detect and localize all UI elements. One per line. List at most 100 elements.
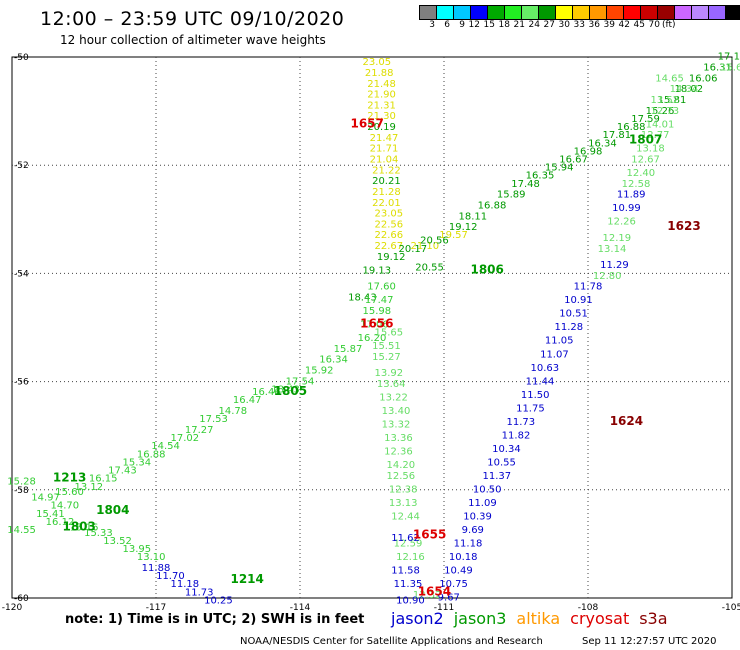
wave-height-value: 14.97	[31, 493, 60, 504]
wave-height-value: 12.40	[626, 168, 655, 179]
wave-height-value: 12.32	[413, 590, 442, 601]
legend-label: 36	[588, 20, 600, 30]
wave-height-value: 15.41	[36, 509, 65, 520]
legend-label: 15	[483, 20, 495, 30]
wave-height-value: 10.49	[444, 566, 473, 577]
wave-height-value: 12.19	[602, 233, 631, 244]
wave-height-value: 16.47	[233, 395, 262, 406]
wave-height-value: 13.95	[122, 544, 151, 555]
x-tick-label: -108	[578, 603, 599, 613]
wave-height-value: 10.34	[492, 444, 521, 455]
wave-height-value: 15.60	[720, 63, 740, 74]
wave-height-value: 10.50	[473, 485, 502, 496]
wave-height-value: 16.35	[526, 171, 555, 182]
wave-height-value: 21.47	[370, 133, 399, 144]
wave-height-value: 17.06	[360, 320, 389, 331]
wave-height-value: 10.51	[559, 309, 588, 320]
wave-height-value: 10.25	[204, 595, 233, 606]
satellite-jason2: jason2	[391, 609, 444, 628]
y-tick-label: -54	[14, 269, 29, 279]
pass-time-label: 1623	[667, 219, 700, 233]
legend-label: 45	[633, 20, 645, 30]
wave-height-value: 13.36	[384, 433, 413, 444]
legend-swatch	[725, 5, 740, 20]
wave-height-value: 11.18	[170, 579, 199, 590]
wave-height-value: 10.91	[564, 295, 593, 306]
wave-height-value: 12.80	[593, 271, 622, 282]
wave-height-value: 11.35	[394, 579, 423, 590]
wave-height-value: 21.88	[365, 68, 394, 79]
map-title: 12:00 – 23:59 UTC 09/10/2020	[40, 8, 345, 30]
wave-height-value: 16.31	[703, 63, 732, 74]
pass-time-label: 1213	[53, 471, 86, 485]
wave-height-value: 10.55	[487, 457, 516, 468]
wave-height-value: 17.48	[511, 179, 540, 190]
wave-height-value: 10.99	[612, 203, 641, 214]
legend-unit: (ft)	[662, 20, 676, 30]
wave-height-value: 10.39	[463, 512, 492, 523]
wave-height-value: 17.54	[286, 376, 315, 387]
legend-label: 27	[543, 20, 555, 30]
wave-height-value: 15.92	[305, 365, 334, 376]
wave-height-value: 16.67	[559, 154, 588, 165]
wave-height-value: 21.28	[372, 187, 401, 198]
wave-height-value: 13.12	[74, 482, 103, 493]
wave-height-value: 21.04	[370, 154, 399, 165]
legend-label: 30	[558, 20, 570, 30]
y-tick-label: -60	[14, 594, 29, 604]
wave-height-value: 17.47	[365, 295, 394, 306]
pass-time-label: 1214	[230, 572, 263, 586]
wave-height-value: 12.56	[386, 471, 415, 482]
wave-height-value: 10.90	[396, 595, 425, 606]
map-frame	[11, 56, 733, 599]
legend-label: 42	[618, 20, 630, 30]
wave-height-value: 16.12	[46, 517, 75, 528]
wave-height-value: 16.88	[137, 449, 166, 460]
x-tick-label: -114	[290, 603, 311, 613]
wave-height-value: 20.55	[415, 263, 444, 274]
wave-height-value: 11.62	[391, 533, 420, 544]
wave-height-value: 17.14	[718, 52, 740, 63]
legend-label: 70	[648, 20, 660, 30]
wave-height-value: 13.10	[137, 552, 166, 563]
wave-height-value: 9.69	[462, 525, 484, 536]
wave-height-value: 22.67	[374, 241, 403, 252]
wave-height-value: 13.92	[374, 368, 403, 379]
footer-timestamp: Sep 11 12:27:57 UTC 2020	[582, 636, 717, 647]
wave-height-value: 16.98	[574, 146, 603, 157]
wave-height-value: 12.38	[389, 485, 418, 496]
wave-height-value: 11.05	[545, 336, 574, 347]
wave-height-value: 13.52	[650, 95, 679, 106]
wave-height-value: 15.51	[372, 341, 401, 352]
wave-height-value: 11.44	[526, 376, 555, 387]
map-subtitle: 12 hour collection of altimeter wave hei…	[60, 33, 326, 47]
wave-height-value: 11.28	[554, 322, 583, 333]
wave-height-value: 14.01	[646, 119, 675, 130]
satellite-s3a: s3a	[639, 609, 668, 628]
wave-height-value: 15.98	[362, 306, 391, 317]
wave-height-value: 22.01	[372, 198, 401, 209]
wave-height-value: 15.28	[7, 476, 36, 487]
x-tick-label: -120	[2, 603, 23, 613]
wave-height-value: 15.81	[658, 95, 687, 106]
satellite-legend: jason2 jason3 altika cryosat s3a	[391, 609, 668, 628]
legend-label: 9	[459, 20, 465, 30]
wave-height-value: 21.31	[367, 100, 396, 111]
legend-label: 6	[444, 20, 450, 30]
legend-label: 21	[513, 20, 525, 30]
wave-height-value: 11.58	[391, 566, 420, 577]
wave-height-value: 19.13	[362, 265, 391, 276]
wave-height-value: 17.81	[602, 130, 631, 141]
x-tick-label: -111	[434, 603, 454, 613]
wave-height-value: 12.67	[631, 154, 660, 165]
wave-height-value: 21.48	[367, 79, 396, 90]
wave-height-value: 15.27	[372, 352, 401, 363]
wave-height-value: 12.77	[641, 130, 670, 141]
wave-height-value: 14.20	[386, 460, 415, 471]
wave-height-value: 17.53	[199, 414, 228, 425]
wave-height-value: 11.78	[574, 282, 603, 293]
wave-height-value: 12.36	[384, 447, 413, 458]
pass-time-label: 1655	[413, 527, 446, 541]
wave-height-value: 12.26	[607, 217, 636, 228]
satellite-altika: altika	[516, 609, 561, 628]
